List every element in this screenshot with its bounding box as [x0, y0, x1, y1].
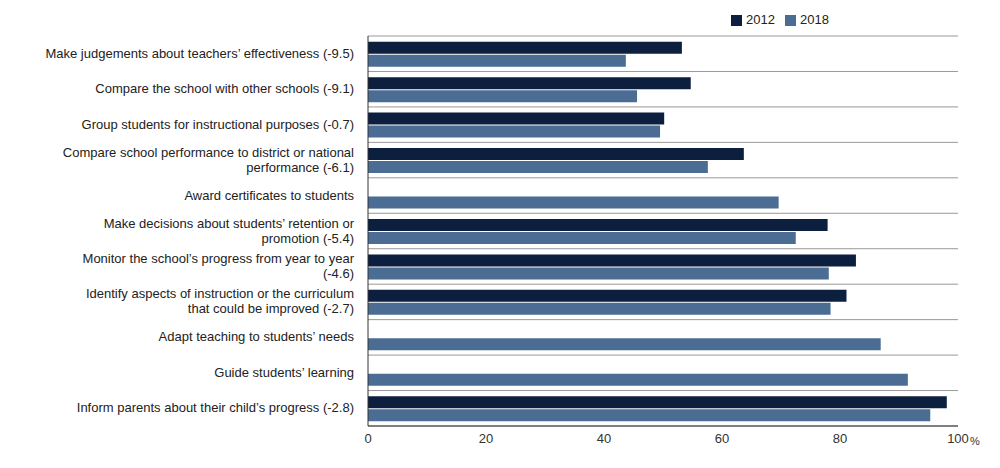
svg-text:Guide students’ learning: Guide students’ learning	[214, 365, 354, 380]
svg-text:%: %	[970, 435, 980, 447]
svg-text:Monitor the school’s progress: Monitor the school’s progress from year …	[83, 251, 355, 281]
svg-text:100: 100	[947, 431, 969, 446]
svg-text:80: 80	[833, 431, 847, 446]
svg-text:Make decisions about students’: Make decisions about students’ retention…	[104, 216, 355, 246]
svg-text:60: 60	[715, 431, 729, 446]
svg-text:0: 0	[364, 431, 371, 446]
svg-text:Make judgements about teachers: Make judgements about teachers’ effectiv…	[45, 46, 354, 61]
svg-text:20: 20	[479, 431, 493, 446]
svg-text:Group students for instruction: Group students for instructional purpose…	[82, 117, 354, 132]
svg-text:Compare the school with other: Compare the school with other schools (-…	[95, 81, 354, 96]
svg-text:Award certificates to students: Award certificates to students	[184, 188, 354, 203]
html-text:2018: 2018	[800, 12, 829, 27]
svg-text:Adapt teaching to students’ ne: Adapt teaching to students’ needs	[159, 329, 355, 344]
svg-text:Identify aspects of instructio: Identify aspects of instruction or the c…	[86, 286, 354, 316]
html-text:2012: 2012	[746, 12, 775, 27]
svg-text:40: 40	[597, 431, 611, 446]
svg-text:Inform parents about their chi: Inform parents about their child’s progr…	[77, 400, 354, 415]
svg-text:Compare school performance to: Compare school performance to district o…	[63, 145, 354, 175]
